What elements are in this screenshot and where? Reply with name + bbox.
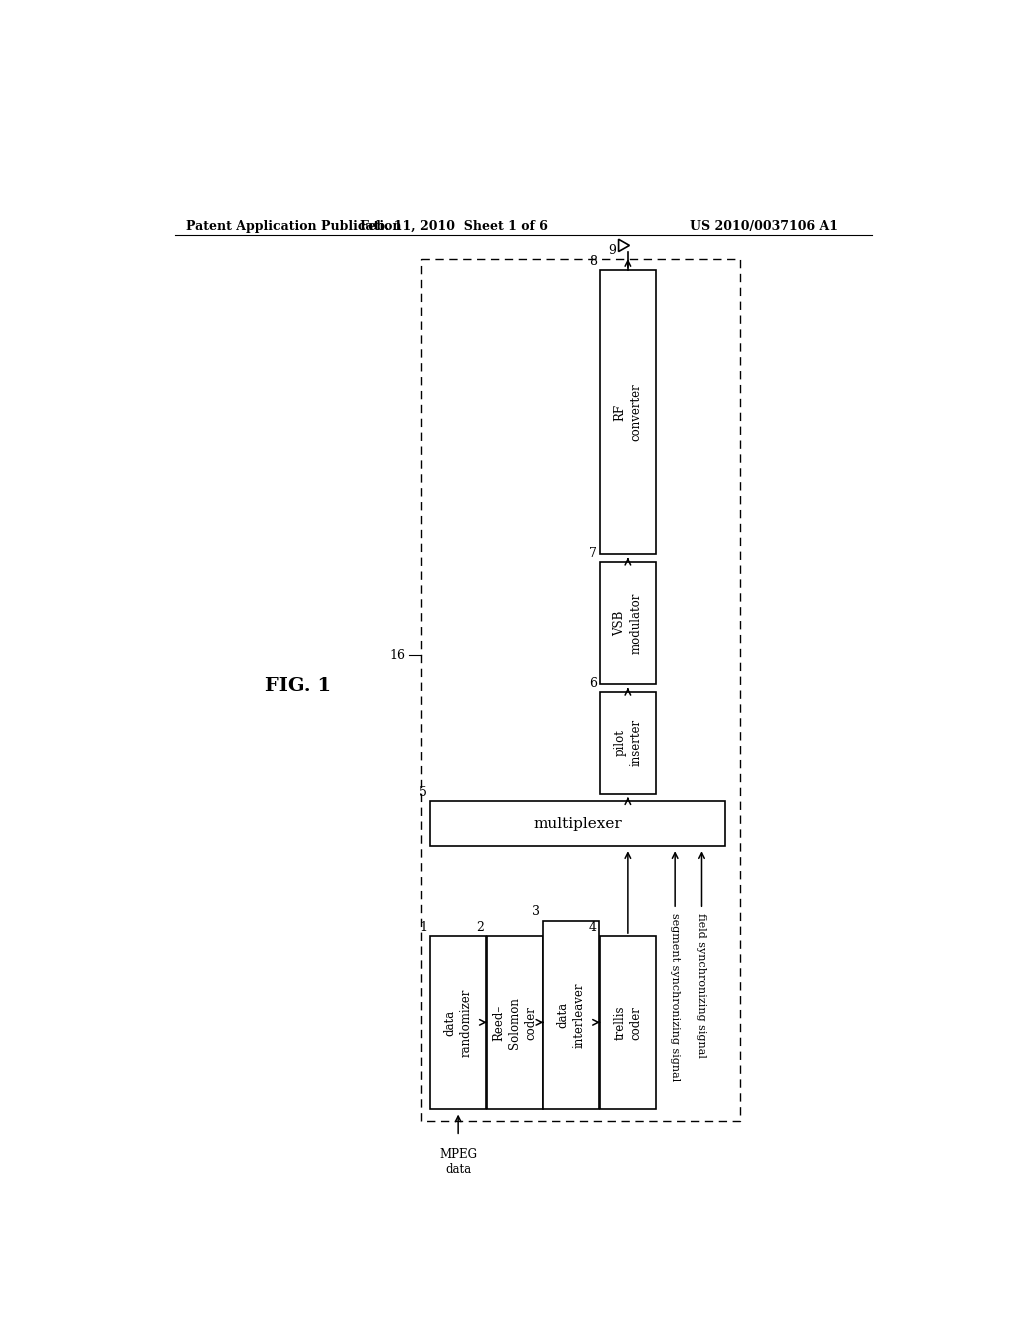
- Bar: [600, 271, 655, 554]
- Text: 5: 5: [419, 785, 427, 799]
- Text: 1: 1: [419, 921, 427, 933]
- Text: MPEG
data: MPEG data: [439, 1148, 477, 1176]
- Bar: [600, 562, 655, 684]
- Text: data
randomizer: data randomizer: [443, 989, 473, 1057]
- Text: Patent Application Publication: Patent Application Publication: [186, 219, 401, 232]
- Bar: [600, 936, 655, 1109]
- Text: 6: 6: [589, 677, 597, 689]
- Bar: [600, 692, 655, 793]
- Text: 3: 3: [532, 906, 541, 919]
- Text: pilot
inserter: pilot inserter: [613, 719, 642, 767]
- Text: Reed–
Solomon
coder: Reed– Solomon coder: [493, 997, 538, 1048]
- Text: multiplexer: multiplexer: [534, 817, 622, 830]
- Bar: [430, 936, 486, 1109]
- Text: 7: 7: [589, 546, 597, 560]
- Text: RF
converter: RF converter: [613, 383, 642, 441]
- Text: 9: 9: [608, 244, 616, 257]
- Text: field synchronizing signal: field synchronizing signal: [696, 913, 707, 1057]
- Text: Feb. 11, 2010  Sheet 1 of 6: Feb. 11, 2010 Sheet 1 of 6: [359, 219, 548, 232]
- Text: data
interleaver: data interleaver: [557, 982, 586, 1048]
- Bar: [486, 936, 543, 1109]
- Text: FIG. 1: FIG. 1: [265, 677, 332, 694]
- Bar: [421, 259, 740, 1121]
- Text: VSB
modulator: VSB modulator: [613, 593, 642, 653]
- Bar: [430, 801, 725, 846]
- Text: 16: 16: [389, 648, 406, 661]
- Bar: [544, 921, 599, 1109]
- Text: 4: 4: [589, 921, 597, 933]
- Text: trellis
coder: trellis coder: [613, 1006, 642, 1040]
- Text: US 2010/0037106 A1: US 2010/0037106 A1: [689, 219, 838, 232]
- Text: segment synchronizing signal: segment synchronizing signal: [670, 913, 680, 1081]
- Text: 8: 8: [589, 255, 597, 268]
- Text: 2: 2: [476, 921, 483, 933]
